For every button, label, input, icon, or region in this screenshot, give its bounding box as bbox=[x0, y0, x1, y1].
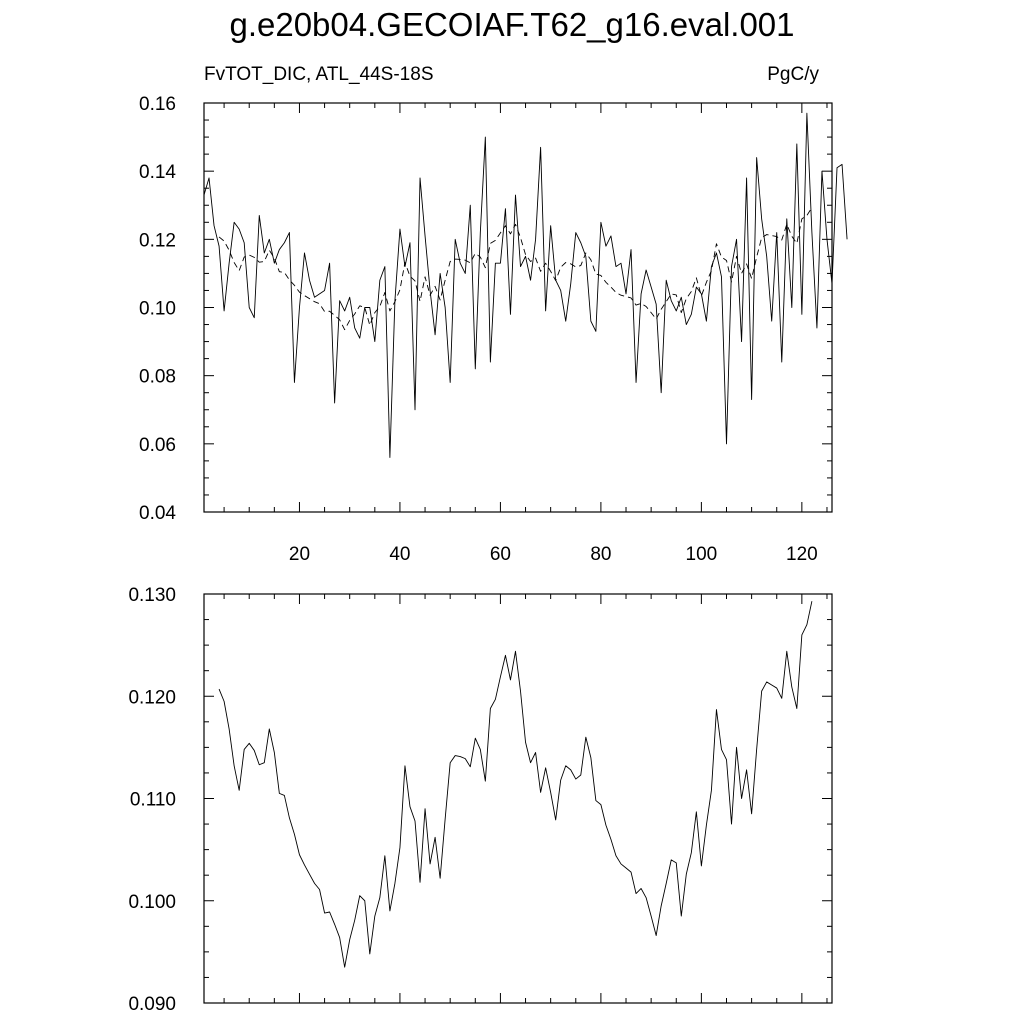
x-tick-label: 40 bbox=[389, 544, 410, 565]
series-line-2 bbox=[218, 601, 813, 968]
y-tick-label: 0.16 bbox=[139, 94, 176, 115]
y-tick-label: 0.090 bbox=[128, 994, 176, 1015]
units-label: PgC/y bbox=[767, 64, 819, 85]
y-tick-label: 0.120 bbox=[128, 687, 176, 708]
x-tick-label: 100 bbox=[686, 544, 718, 565]
series-line-1 bbox=[203, 112, 848, 458]
x-tick-label: 20 bbox=[289, 544, 310, 565]
y-tick-label: 0.110 bbox=[130, 790, 176, 811]
x-tick-label: 120 bbox=[786, 544, 818, 565]
y-tick-label: 0.12 bbox=[139, 230, 176, 251]
y-tick-label: 0.10 bbox=[139, 299, 176, 320]
y-tick-label: 0.130 bbox=[128, 585, 176, 606]
y-tick-label: 0.08 bbox=[139, 367, 176, 388]
x-tick-label: 60 bbox=[490, 544, 511, 565]
x-tick-label: 80 bbox=[590, 544, 611, 565]
chart-title: g.e20b04.GECOIAF.T62_g16.eval.001 bbox=[229, 6, 795, 43]
y-tick-label: 0.14 bbox=[139, 162, 176, 183]
smoothed-series-line-1 bbox=[218, 207, 813, 331]
y-tick-label: 0.100 bbox=[128, 892, 176, 913]
plot-frame-1 bbox=[203, 102, 833, 513]
y-tick-label: 0.06 bbox=[139, 435, 176, 456]
variable-region-label: FvTOT_DIC, ATL_44S-18S bbox=[204, 64, 434, 85]
y-tick-label: 0.04 bbox=[139, 503, 176, 524]
plot-frame-2 bbox=[203, 593, 833, 1004]
